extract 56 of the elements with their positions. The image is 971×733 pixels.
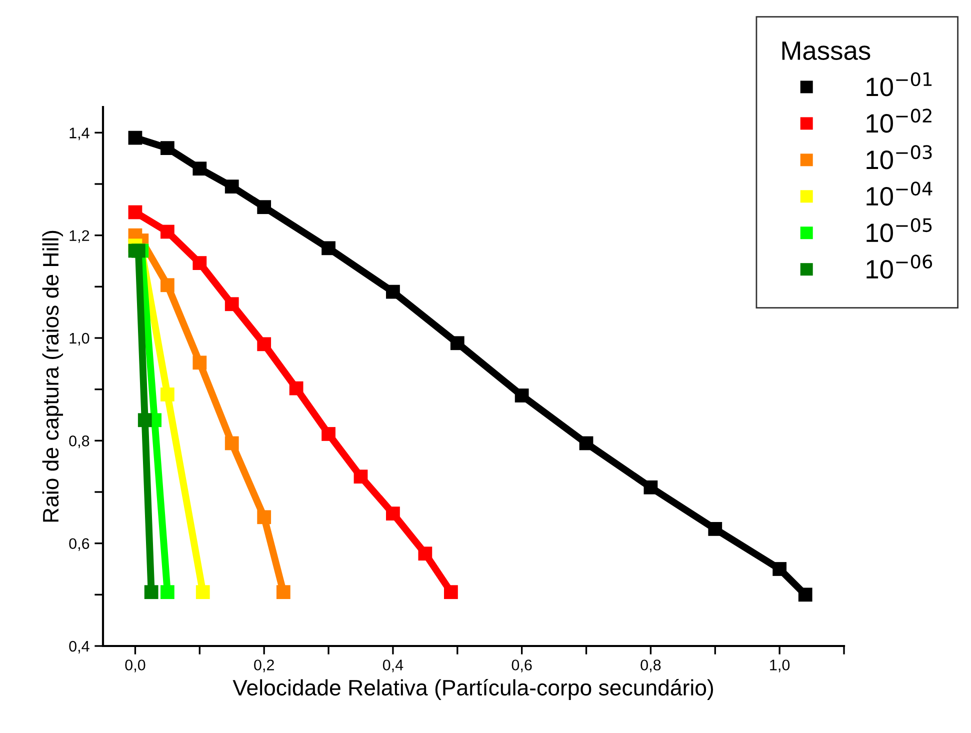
point — [322, 427, 336, 441]
legend-label: 10$^{−02}$ — [866, 108, 932, 133]
point — [798, 588, 812, 602]
point — [514, 388, 529, 402]
legend-label: 10$^{−06}$ — [866, 254, 932, 279]
y-tick-label: 0,6 — [69, 538, 90, 551]
point — [128, 205, 142, 220]
point — [192, 162, 207, 176]
x-tick-label: 0,0 — [125, 660, 146, 672]
x-tick-label: 0,2 — [254, 660, 274, 672]
y-tick-label: 1,2 — [70, 230, 90, 243]
point — [196, 585, 210, 600]
x-tick-label: 1,0 — [770, 660, 790, 672]
point — [450, 336, 464, 350]
point — [418, 546, 432, 561]
point — [257, 510, 272, 524]
point — [354, 470, 368, 484]
point — [224, 297, 239, 312]
point — [289, 381, 304, 396]
x-tick-label: 0,4 — [382, 660, 404, 672]
point — [160, 141, 174, 156]
y-tick-label: 0,8 — [69, 436, 90, 448]
point — [276, 585, 290, 600]
y-axis-title: Raio de captura (raios de Hill) — [42, 230, 64, 522]
point — [444, 585, 458, 600]
legend-label: 10$^{−05}$ — [866, 218, 932, 242]
point — [128, 130, 142, 145]
legend-label: 10$^{−03}$ — [866, 145, 932, 170]
point — [160, 388, 174, 402]
point — [138, 413, 152, 428]
legend-label: 10$^{−01}$ — [866, 72, 932, 96]
point — [386, 506, 400, 521]
point — [579, 436, 594, 450]
point — [322, 241, 336, 256]
point — [192, 256, 207, 270]
point — [772, 562, 787, 576]
point — [160, 278, 174, 292]
y-tick-label: 0,4 — [69, 640, 90, 654]
x-tick-label: 0,8 — [640, 660, 661, 672]
point — [708, 522, 722, 536]
point — [257, 200, 272, 214]
x-axis-title: Velocidade Relativa (Partícula-corpo secundário) — [232, 678, 714, 700]
point — [644, 480, 658, 494]
point — [386, 284, 400, 299]
point — [224, 436, 239, 450]
point — [160, 224, 174, 239]
legend-label: 10$^{−04}$ — [866, 182, 932, 206]
point — [192, 356, 207, 370]
x-tick-label: 0,6 — [512, 660, 532, 672]
y-tick-label: 1,0 — [70, 332, 90, 346]
y-tick-label: 1,4 — [70, 128, 90, 140]
point — [144, 585, 158, 600]
legend-title: Massas — [782, 42, 870, 60]
point — [160, 585, 174, 600]
point — [257, 337, 272, 352]
point — [224, 180, 239, 194]
